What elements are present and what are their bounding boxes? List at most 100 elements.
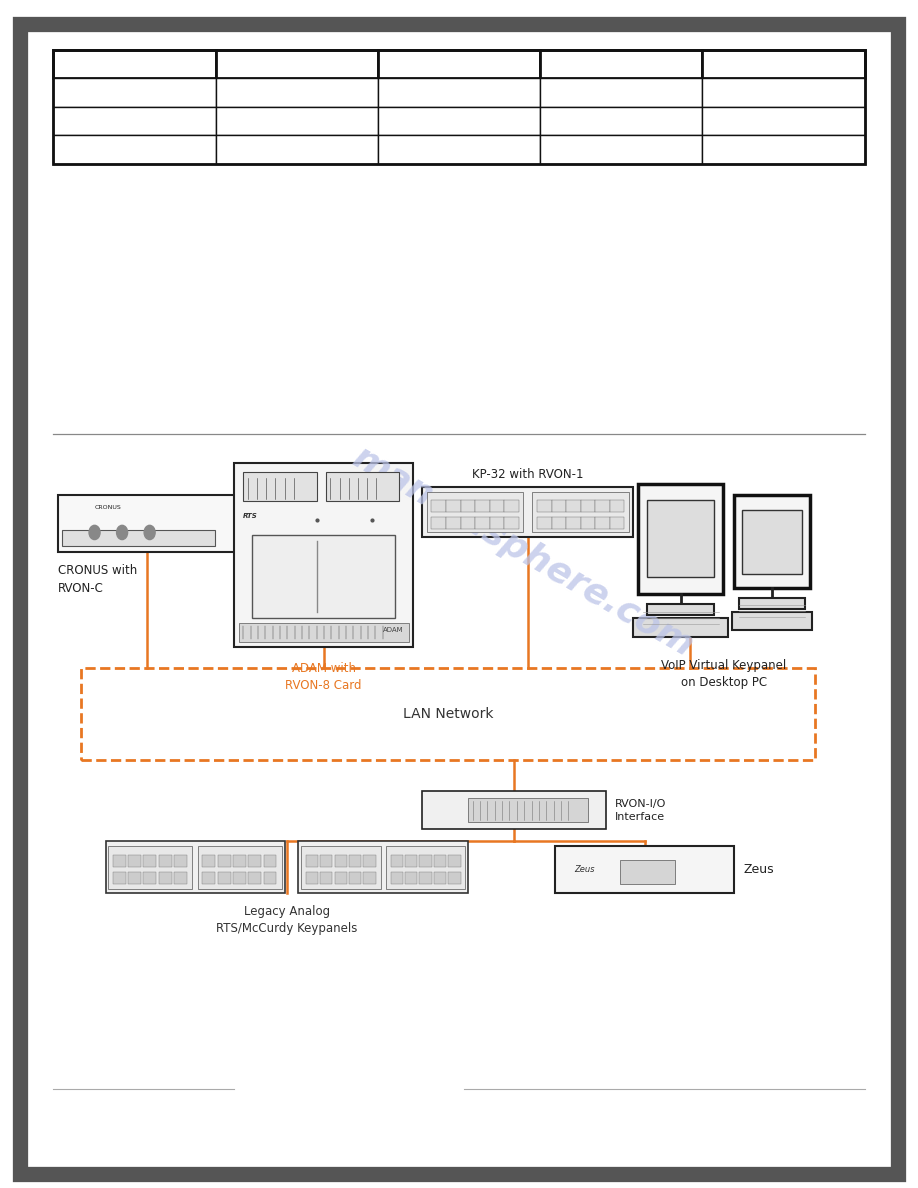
Bar	[552, 500, 566, 512]
Bar	[581, 500, 596, 512]
Bar	[243, 472, 317, 501]
Bar	[476, 500, 490, 512]
Bar	[540, 107, 702, 135]
Text: Zeus: Zeus	[744, 864, 774, 876]
Bar	[58, 495, 237, 552]
Circle shape	[89, 525, 100, 539]
Bar	[581, 517, 596, 529]
Bar	[702, 107, 865, 135]
Bar	[108, 846, 193, 889]
Bar	[62, 530, 215, 545]
Bar	[216, 78, 378, 107]
Bar	[427, 492, 523, 532]
Text: manualsphere.com: manualsphere.com	[347, 441, 700, 664]
Bar	[446, 517, 461, 529]
Bar	[129, 872, 141, 884]
Bar	[461, 500, 476, 512]
Bar	[732, 612, 812, 630]
Bar	[742, 510, 802, 574]
Bar	[448, 855, 461, 867]
Bar	[248, 872, 261, 884]
Bar	[174, 872, 187, 884]
Bar	[349, 855, 361, 867]
Bar	[306, 872, 318, 884]
Bar	[504, 517, 519, 529]
Bar	[540, 50, 702, 78]
Bar	[218, 872, 230, 884]
Bar	[326, 472, 399, 501]
Bar	[378, 50, 540, 78]
Text: ADAM with
RVON-8 Card: ADAM with RVON-8 Card	[285, 662, 362, 691]
Circle shape	[144, 525, 155, 539]
Bar	[159, 855, 172, 867]
Bar	[620, 860, 675, 884]
Bar	[159, 872, 172, 884]
Bar	[431, 517, 446, 529]
Bar	[320, 855, 332, 867]
Bar	[702, 135, 865, 164]
Bar	[378, 107, 540, 135]
Text: RVON-I/O
Interface: RVON-I/O Interface	[615, 798, 666, 822]
Bar	[364, 855, 375, 867]
Bar	[610, 500, 624, 512]
Bar	[476, 517, 490, 529]
Bar	[364, 872, 375, 884]
Bar	[113, 855, 126, 867]
Bar	[420, 855, 431, 867]
Bar	[633, 618, 728, 637]
Text: Legacy Analog
RTS/McCurdy Keypanels: Legacy Analog RTS/McCurdy Keypanels	[216, 905, 358, 935]
Bar	[53, 78, 216, 107]
Bar	[233, 855, 246, 867]
Bar	[143, 855, 156, 867]
Bar	[306, 855, 318, 867]
Bar	[239, 623, 409, 642]
Bar	[378, 78, 540, 107]
Circle shape	[117, 525, 128, 539]
Bar	[263, 872, 276, 884]
Text: ADAM: ADAM	[384, 627, 404, 633]
Bar	[540, 78, 702, 107]
Bar	[334, 872, 347, 884]
Bar	[218, 855, 230, 867]
Text: RTS: RTS	[243, 513, 258, 519]
Bar	[143, 872, 156, 884]
Bar	[434, 855, 446, 867]
Bar	[301, 846, 380, 889]
Bar	[595, 500, 610, 512]
Text: CRONUS with
RVON-C: CRONUS with RVON-C	[58, 564, 137, 595]
Text: LAN Network: LAN Network	[403, 707, 493, 721]
Bar	[216, 107, 378, 135]
Bar	[81, 668, 815, 760]
Bar	[734, 495, 810, 588]
Bar	[461, 517, 476, 529]
Bar	[349, 872, 361, 884]
Bar	[234, 463, 413, 647]
Bar	[434, 872, 446, 884]
Bar	[422, 487, 633, 537]
Bar	[216, 50, 378, 78]
Bar	[446, 500, 461, 512]
Bar	[106, 841, 285, 893]
Bar	[504, 500, 519, 512]
Bar	[263, 855, 276, 867]
Bar	[203, 855, 216, 867]
Bar	[198, 846, 282, 889]
Bar	[405, 872, 418, 884]
Bar	[431, 500, 446, 512]
Bar	[129, 855, 141, 867]
Bar	[555, 846, 734, 893]
Bar	[468, 798, 588, 822]
Bar	[739, 598, 805, 609]
Bar	[405, 855, 418, 867]
Bar	[248, 855, 261, 867]
Bar	[53, 107, 216, 135]
Bar	[53, 50, 216, 78]
Text: KP-32 with RVON-1: KP-32 with RVON-1	[472, 468, 584, 481]
Bar	[252, 535, 395, 618]
Bar	[448, 872, 461, 884]
Bar	[53, 135, 216, 164]
Bar	[53, 50, 865, 164]
Bar	[422, 791, 606, 829]
Text: Zeus: Zeus	[574, 865, 594, 874]
Text: VoIP Virtual Keypanel
on Desktop PC: VoIP Virtual Keypanel on Desktop PC	[661, 659, 787, 689]
